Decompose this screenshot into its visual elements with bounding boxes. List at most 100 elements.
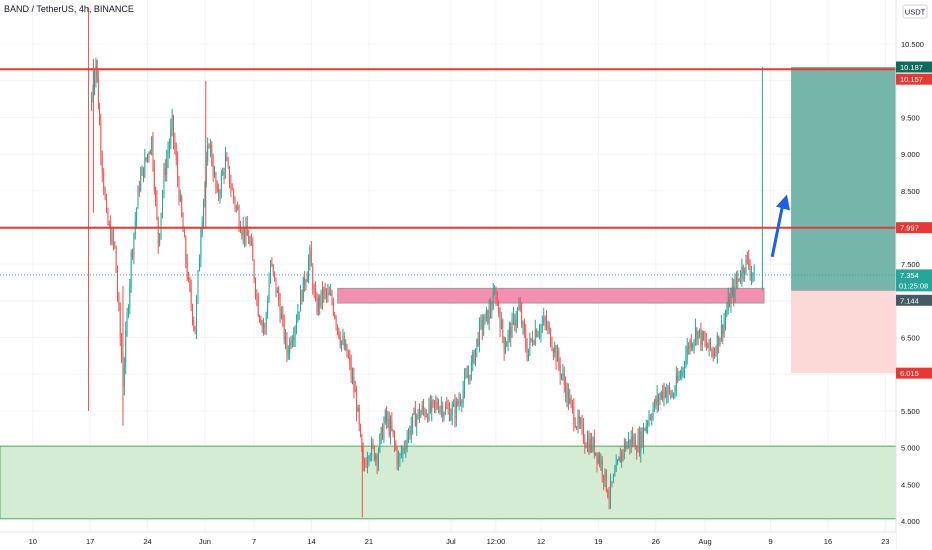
candle-up xyxy=(123,365,125,387)
candle-down xyxy=(110,224,112,243)
x-tick-label: 7 xyxy=(252,537,256,546)
candle-up xyxy=(402,447,404,454)
candle-down xyxy=(155,189,157,197)
candle-up xyxy=(697,331,699,340)
candle-up xyxy=(410,426,412,436)
candle-down xyxy=(282,314,284,318)
candle-up xyxy=(643,428,644,445)
candle-down xyxy=(449,408,450,420)
candle-up xyxy=(597,456,599,463)
candle-up xyxy=(720,324,722,339)
candle-down xyxy=(275,277,277,293)
candle-down xyxy=(457,401,459,405)
x-tick-label: 19 xyxy=(594,537,602,546)
x-tick-label: 9 xyxy=(768,537,772,546)
candle-down xyxy=(403,447,405,449)
candle-up xyxy=(170,127,172,144)
candle-down xyxy=(257,296,259,317)
demand-zone xyxy=(0,445,897,520)
candle-down xyxy=(290,340,292,346)
candle-down xyxy=(502,320,504,337)
y-tick-label: 8.500 xyxy=(901,187,920,196)
candle-up xyxy=(617,460,618,464)
target-zone[interactable] xyxy=(791,66,896,291)
candle-down xyxy=(688,346,690,350)
candle-down xyxy=(514,316,516,327)
candle-down xyxy=(632,436,634,444)
candle-up xyxy=(468,375,470,378)
candle-down xyxy=(256,294,258,297)
candle-up xyxy=(137,188,139,209)
candle-up xyxy=(399,454,401,459)
candle-up xyxy=(595,452,597,455)
candle-up xyxy=(461,401,463,404)
candle-up xyxy=(455,401,457,419)
candle-up xyxy=(405,447,407,449)
candle-up xyxy=(320,289,322,306)
candle-down xyxy=(394,433,395,444)
candle-down xyxy=(208,145,210,148)
candle-up xyxy=(387,419,389,422)
candle-down xyxy=(255,280,256,295)
candle-down xyxy=(274,272,276,278)
candle-down xyxy=(108,224,110,226)
candle-up xyxy=(621,450,623,463)
candle-up xyxy=(508,327,510,333)
candle-down xyxy=(121,337,123,361)
candle-up xyxy=(160,212,162,234)
candle-down xyxy=(735,279,737,282)
candle-up xyxy=(130,252,132,284)
candle-up xyxy=(692,344,694,348)
candle-down xyxy=(711,349,713,352)
candle-up xyxy=(701,331,703,345)
currency-badge[interactable] xyxy=(902,4,928,19)
candle-down xyxy=(434,400,435,404)
candle-down xyxy=(114,242,116,247)
candle-down xyxy=(186,261,188,278)
candle-down xyxy=(185,237,187,262)
candle-up xyxy=(289,340,291,354)
candle-down xyxy=(526,347,528,360)
candle-down xyxy=(707,346,709,349)
candle-down xyxy=(313,289,315,291)
candle-up xyxy=(716,335,718,355)
candle-down xyxy=(582,424,584,442)
candle-down xyxy=(729,297,731,307)
candle-up xyxy=(450,415,452,420)
candle-down xyxy=(272,264,274,273)
candle-down xyxy=(301,291,303,302)
candle-up xyxy=(219,193,221,196)
candle-up xyxy=(151,137,153,152)
stop-zone[interactable] xyxy=(791,290,896,374)
candle-down xyxy=(409,430,411,436)
candle-down xyxy=(182,215,184,232)
candle-down xyxy=(690,340,692,348)
candle-up xyxy=(209,144,211,148)
candle-down xyxy=(429,402,431,412)
candle-down xyxy=(264,326,266,328)
y-tick-label: 6.500 xyxy=(901,334,920,343)
candle-up xyxy=(294,327,296,338)
candle-up xyxy=(475,348,476,363)
candle-up xyxy=(111,232,113,243)
candle-down xyxy=(419,409,420,418)
candle-up xyxy=(444,406,446,414)
arrow-head-icon[interactable] xyxy=(775,194,790,211)
candle-down xyxy=(360,424,361,436)
candle-down xyxy=(649,417,651,419)
candle-up xyxy=(222,171,224,176)
candle-up xyxy=(479,321,480,345)
candle-down xyxy=(304,276,306,286)
arrow-shaft[interactable] xyxy=(770,203,785,258)
candle-up xyxy=(421,405,423,413)
candle-up xyxy=(300,291,302,312)
currency-badge-label: USDT xyxy=(905,8,926,17)
candle-up xyxy=(612,475,614,483)
candle-up xyxy=(476,338,478,349)
candle-down xyxy=(748,258,750,268)
candle-down xyxy=(322,289,323,300)
candle-down xyxy=(279,300,281,319)
candle-up xyxy=(610,481,611,500)
candle-up xyxy=(485,309,487,314)
